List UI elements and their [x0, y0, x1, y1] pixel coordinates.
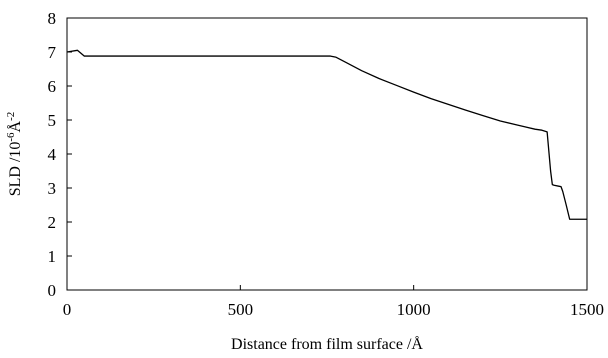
y-tick-label-2: 2	[48, 213, 57, 232]
x-tick-label-3: 1500	[570, 300, 604, 319]
x-tick-label-2: 1000	[397, 300, 431, 319]
x-tick-label-1: 500	[228, 300, 254, 319]
series-layer	[66, 49, 587, 220]
y-axis-label-exponent-2: -2	[5, 112, 17, 121]
plot-area: 0 1 2 3 4 5 6 7 8 0 500 1000 1500	[48, 9, 605, 319]
x-axis-ticks: 0 500 1000 1500	[63, 285, 604, 319]
x-axis-label: Distance from film surface /Å	[231, 335, 423, 353]
series-line-0	[66, 49, 587, 220]
y-axis-label-unit: Å	[6, 120, 24, 132]
y-tick-label-4: 4	[48, 145, 57, 164]
y-tick-label-3: 3	[48, 179, 57, 198]
y-axis-label: SLD /10-6Å-2	[5, 112, 24, 197]
x-tick-label-0: 0	[63, 300, 72, 319]
y-tick-label-6: 6	[48, 77, 57, 96]
y-axis-ticks: 0 1 2 3 4 5 6 7 8	[48, 9, 72, 300]
y-tick-label-7: 7	[48, 43, 57, 62]
y-tick-label-5: 5	[48, 111, 57, 130]
y-tick-label-8: 8	[48, 9, 57, 28]
y-tick-label-0: 0	[48, 281, 57, 300]
y-tick-label-1: 1	[48, 247, 57, 266]
y-axis-label-exponent-1: -6	[5, 132, 17, 142]
y-axis-label-prefix: SLD /10	[7, 142, 24, 197]
